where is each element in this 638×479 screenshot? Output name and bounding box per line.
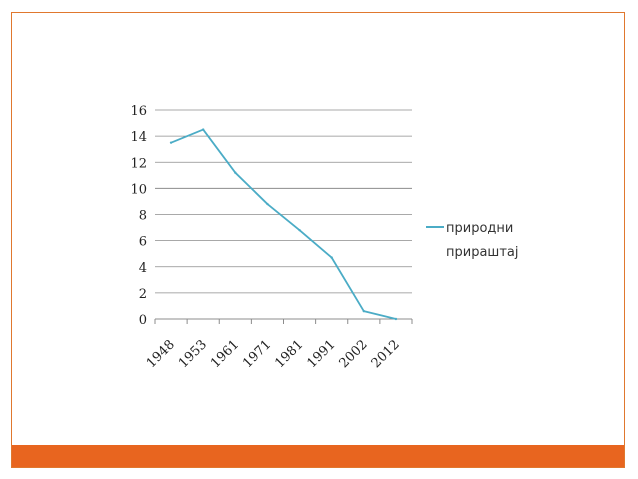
data-point	[266, 202, 269, 206]
y-tick-label: 12	[130, 156, 147, 171]
x-tick-label: 1953	[176, 337, 210, 371]
slide-frame: 0 2 4 6 8 10 12 14 16 1948 1953 1961 1971 1981 1991 20…	[11, 12, 625, 468]
x-tick-label: 1971	[240, 337, 274, 371]
footer-bar	[12, 445, 624, 467]
axes	[154, 318, 413, 324]
x-tick-label: 1961	[208, 337, 242, 371]
legend: природни прираштај	[426, 221, 518, 260]
series-line	[170, 128, 397, 320]
x-tick-label: 2002	[337, 337, 371, 371]
y-tick-label: 8	[139, 209, 147, 224]
y-tick-label: 4	[139, 261, 147, 276]
gridlines	[155, 109, 412, 294]
data-point	[298, 228, 301, 232]
y-tick-label: 6	[139, 235, 147, 250]
y-tick-label: 16	[130, 104, 147, 119]
data-point	[234, 171, 237, 174]
y-tick-label: 2	[139, 287, 147, 302]
y-tick-label: 14	[130, 130, 147, 145]
y-tick-labels: 0 2 4 6 8 10 12 14 16	[130, 104, 147, 328]
data-point	[362, 309, 366, 313]
data-point	[394, 317, 398, 321]
y-tick-label: 0	[139, 313, 147, 328]
x-tick-label: 1948	[144, 337, 178, 371]
data-point	[330, 256, 333, 259]
y-tick-label: 10	[130, 182, 147, 197]
x-tick-label: 2012	[369, 337, 403, 371]
legend-label-line-2: прираштај	[446, 245, 518, 260]
x-tick-label: 1991	[305, 337, 339, 371]
x-tick-label: 1981	[272, 337, 306, 371]
data-point	[201, 128, 205, 131]
series-lines	[169, 128, 398, 321]
legend-label-line-1: природни	[446, 221, 513, 236]
data-point	[169, 141, 173, 144]
